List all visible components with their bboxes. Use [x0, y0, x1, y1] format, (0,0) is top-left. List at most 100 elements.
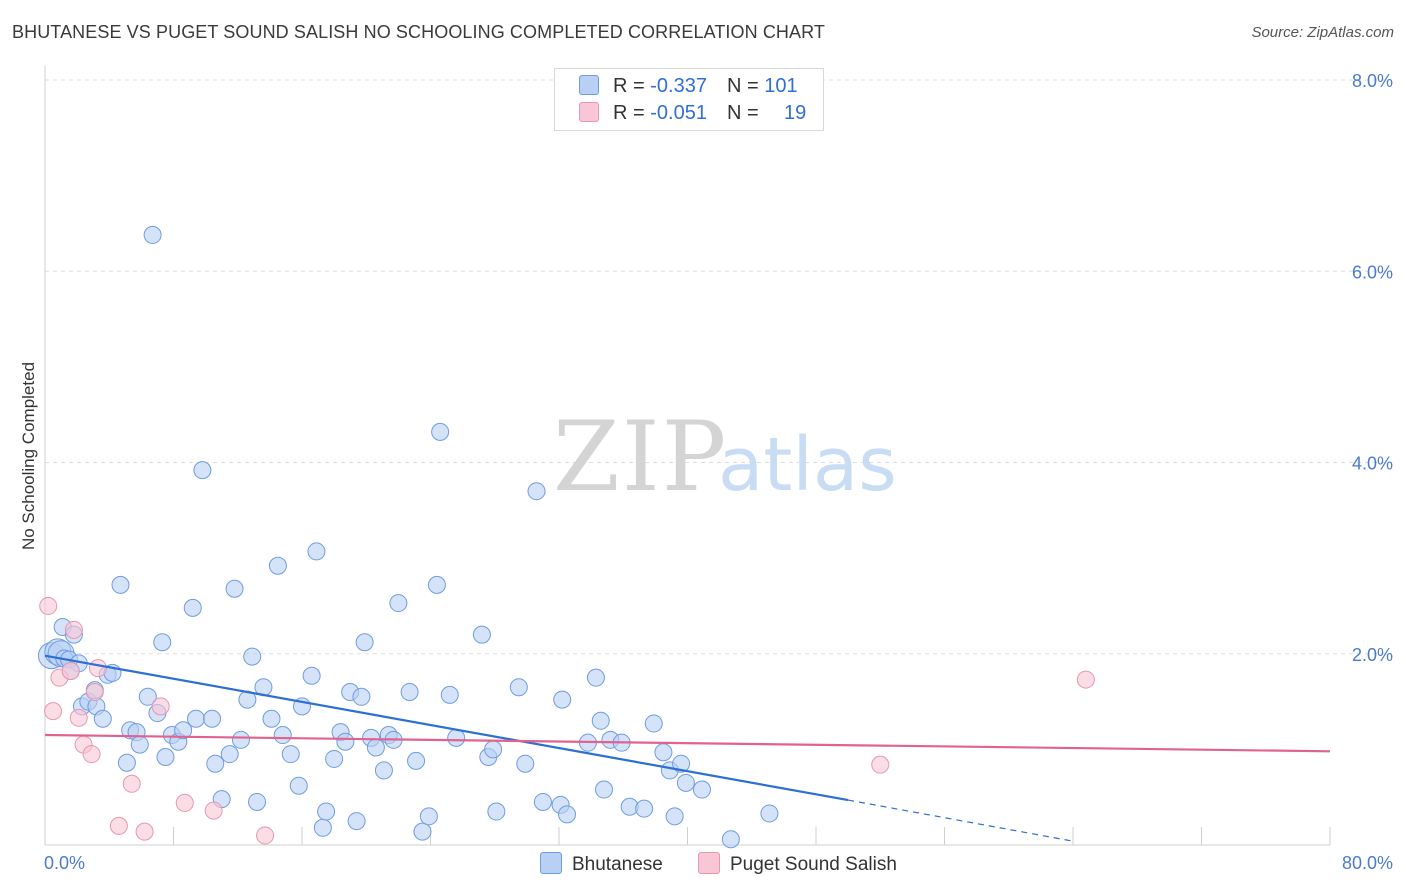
- data-point-puget-sound-salish: [85, 683, 104, 701]
- data-point-bhutanese: [220, 745, 239, 764]
- data-point-bhutanese: [302, 666, 321, 685]
- data-point-bhutanese: [516, 754, 535, 773]
- watermark-zip: ZIP: [553, 401, 728, 513]
- bottom-legend-puget: Puget Sound Salish: [698, 852, 897, 876]
- data-point-puget-sound-salish: [204, 801, 223, 820]
- data-point-bhutanese: [440, 685, 459, 704]
- data-point-bhutanese: [352, 687, 371, 706]
- data-point-bhutanese: [317, 802, 336, 821]
- data-point-bhutanese: [487, 802, 506, 821]
- legend-r-label: R =: [613, 102, 651, 124]
- legend-r-label: R =: [613, 75, 651, 97]
- data-point-puget-sound-salish: [175, 793, 194, 812]
- series-bhutanese: [37, 225, 779, 849]
- legend-n-label: N =: [726, 75, 765, 97]
- data-point-bhutanese: [586, 668, 605, 687]
- bottom-legend-label: Puget Sound Salish: [730, 854, 897, 875]
- y-tick-label: 2.0%: [1352, 645, 1393, 665]
- bottom-legend-label: Bhutanese: [572, 854, 663, 875]
- data-point-bhutanese: [138, 687, 157, 706]
- data-point-bhutanese: [281, 745, 300, 764]
- data-point-puget-sound-salish: [39, 596, 58, 615]
- data-point-bhutanese: [644, 714, 663, 733]
- data-point-bhutanese: [143, 225, 162, 244]
- x-tick-label: 0.0%: [44, 853, 85, 873]
- data-point-bhutanese: [313, 818, 332, 837]
- bottom-legend-swatch-pink: [698, 852, 720, 874]
- chart-title: BHUTANESE VS PUGET SOUND SALISH NO SCHOO…: [12, 22, 826, 42]
- watermark-atlas: atlas: [718, 422, 897, 508]
- y-tick-label: 8.0%: [1352, 71, 1393, 91]
- data-point-puget-sound-salish: [109, 816, 128, 835]
- data-point-bhutanese: [527, 482, 546, 501]
- data-point-bhutanese: [413, 822, 432, 841]
- data-point-bhutanese: [289, 776, 308, 795]
- legend-n-value: 19: [783, 102, 807, 124]
- data-point-bhutanese: [193, 461, 212, 480]
- data-point-bhutanese: [400, 683, 419, 701]
- watermark: ZIP atlas: [553, 401, 897, 513]
- data-point-bhutanese: [484, 740, 503, 759]
- data-point-bhutanese: [721, 830, 740, 849]
- data-point-puget-sound-salish: [61, 661, 80, 680]
- data-point-bhutanese: [273, 726, 292, 745]
- data-point-bhutanese: [389, 594, 408, 613]
- bottom-legend-swatch-blue: [540, 852, 562, 874]
- data-point-bhutanese: [231, 730, 250, 749]
- data-point-bhutanese: [93, 709, 112, 728]
- legend-n-value: 101: [764, 75, 798, 97]
- data-point-bhutanese: [407, 751, 426, 770]
- data-point-bhutanese: [206, 754, 225, 773]
- data-point-puget-sound-salish: [151, 697, 170, 716]
- data-point-puget-sound-salish: [64, 620, 83, 639]
- data-point-puget-sound-salish: [82, 745, 101, 764]
- trend-line-bhutanese: [44, 654, 849, 802]
- data-point-bhutanese: [760, 804, 779, 823]
- data-point-puget-sound-salish: [69, 708, 88, 727]
- data-point-bhutanese: [591, 711, 610, 730]
- data-point-puget-sound-salish: [44, 702, 63, 721]
- data-point-bhutanese: [533, 792, 552, 811]
- data-point-puget-sound-salish: [871, 755, 890, 774]
- data-point-bhutanese: [558, 805, 577, 824]
- data-point-bhutanese: [203, 709, 222, 728]
- data-point-puget-sound-salish: [1076, 670, 1095, 689]
- data-point-bhutanese: [130, 735, 149, 754]
- x-tick-label: 80.0%: [1342, 853, 1393, 873]
- data-point-bhutanese: [665, 807, 684, 826]
- data-point-bhutanese: [355, 633, 374, 652]
- data-point-bhutanese: [472, 625, 491, 644]
- data-point-bhutanese: [676, 773, 695, 792]
- data-point-puget-sound-salish: [89, 659, 108, 678]
- y-tick-label: 6.0%: [1352, 262, 1393, 282]
- data-point-bhutanese: [248, 792, 267, 811]
- grid-lines: [45, 79, 1392, 655]
- data-point-bhutanese: [111, 575, 130, 594]
- legend-r-value: -0.051: [650, 102, 707, 124]
- data-point-bhutanese: [325, 749, 344, 768]
- data-point-bhutanese: [594, 780, 613, 799]
- data-point-bhutanese: [117, 753, 136, 772]
- data-point-bhutanese: [692, 780, 711, 799]
- source-label: Source: ZipAtlas.com: [1251, 24, 1394, 41]
- data-point-bhutanese: [447, 728, 466, 747]
- data-point-bhutanese: [307, 542, 326, 561]
- data-point-bhutanese: [186, 709, 205, 728]
- data-point-puget-sound-salish: [122, 774, 141, 793]
- data-point-bhutanese: [262, 709, 281, 728]
- y-tick-label: 4.0%: [1352, 454, 1393, 474]
- data-point-bhutanese: [347, 812, 366, 831]
- data-point-bhutanese: [419, 807, 438, 826]
- tick-labels: 2.0% 4.0% 6.0% 8.0% 0.0% 80.0%: [44, 71, 1393, 873]
- legend-n-label: N =: [726, 102, 765, 124]
- trend-line-bhutanese-extension: [848, 799, 1074, 842]
- bottom-legend-bhutanese: Bhutanese: [540, 852, 663, 876]
- legend-swatch-blue: [579, 75, 599, 95]
- trend-lines: [44, 654, 1331, 842]
- legend-row-bhutanese: R = -0.337 N = 101: [579, 75, 798, 101]
- y-axis-title: No Schooling Completed: [19, 362, 38, 550]
- data-point-puget-sound-salish: [135, 822, 154, 841]
- series-puget-sound-salish: [39, 596, 1095, 845]
- stats-legend: R = -0.337 N = 101 R = -0.051 N = 19: [554, 68, 824, 131]
